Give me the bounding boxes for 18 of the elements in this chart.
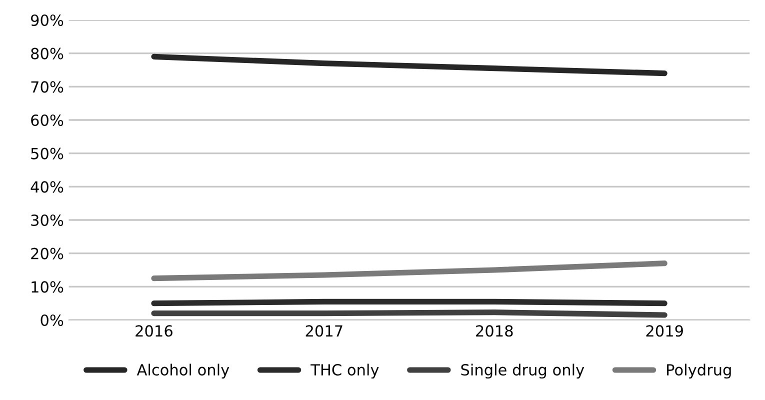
legend-label: THC only (310, 364, 379, 379)
y-tick-label: 60% (31, 114, 64, 126)
legend-label: Alcohol only (136, 364, 230, 379)
x-tick-label: 2018 (476, 325, 513, 337)
legend-label: Single drug only (461, 364, 584, 379)
y-tick-label: 50% (31, 148, 64, 160)
y-tick-label: 40% (30, 181, 64, 193)
y-tick-label: 70% (31, 81, 64, 93)
y-tick-label: 90% (30, 14, 64, 26)
y-tick-label: 20% (31, 248, 64, 260)
legend-label: Polydrug (667, 364, 731, 379)
y-tick-label: 80% (31, 48, 64, 60)
x-tick-label: 2017 (306, 325, 342, 337)
x-tick-label: 2019 (646, 325, 683, 337)
x-tick-label: 2016 (136, 325, 172, 337)
y-tick-label: 10% (32, 281, 64, 293)
y-tick-label: 30% (31, 214, 64, 226)
y-tick-label: 0% (40, 314, 64, 326)
